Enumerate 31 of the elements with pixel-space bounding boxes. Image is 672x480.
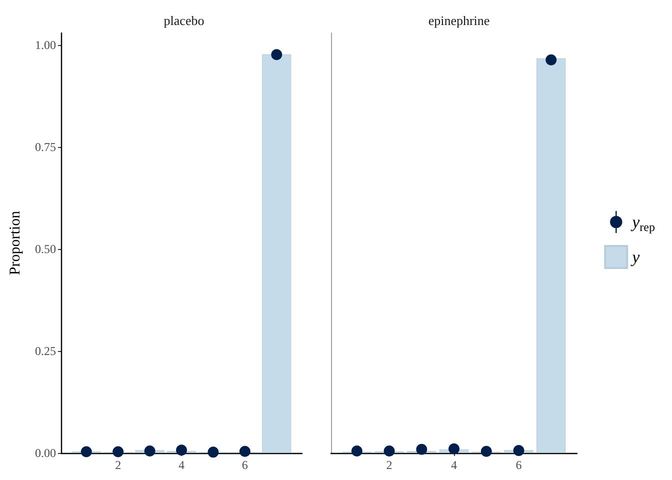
x-tick-label: 2: [115, 458, 122, 472]
point: [208, 446, 219, 458]
x-tick-label: 4: [178, 458, 184, 472]
x-tick-label: 6: [242, 458, 248, 472]
point: [480, 446, 492, 457]
point: [176, 444, 187, 456]
point: [144, 445, 156, 456]
point: [448, 443, 460, 454]
bar: [262, 54, 292, 453]
point: [239, 446, 250, 457]
y-tick-label: 0.00: [35, 446, 56, 460]
x-tick-label: 2: [386, 458, 392, 472]
point: [546, 54, 557, 66]
y-tick-label: 0.50: [35, 242, 56, 256]
point: [384, 445, 395, 456]
point: [513, 445, 524, 456]
point: [271, 49, 282, 60]
x-tick-label: 4: [451, 458, 457, 472]
y-tick-label: 1.00: [35, 38, 56, 52]
point: [112, 446, 124, 458]
chart-title: epinephrine: [428, 13, 490, 28]
bar: [536, 58, 566, 453]
y-axis-title: Proportion: [8, 210, 24, 276]
y-tick-label: 0.75: [35, 140, 56, 154]
point: [416, 444, 428, 455]
chart-title: placebo: [164, 13, 204, 28]
point: [351, 445, 362, 456]
x-tick-label: 6: [516, 458, 522, 472]
y-tick-label: 0.25: [35, 344, 56, 358]
point: [80, 446, 92, 458]
legend-label: y: [630, 248, 640, 266]
